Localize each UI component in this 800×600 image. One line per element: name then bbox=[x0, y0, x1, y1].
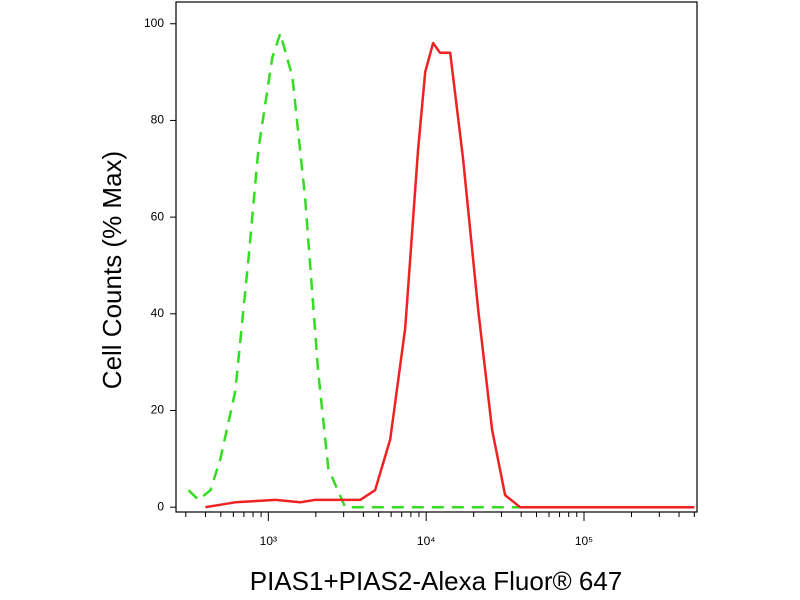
y-tick-label: 80 bbox=[151, 113, 165, 127]
plot-frame bbox=[175, 1, 698, 513]
y-tick-label: 20 bbox=[151, 403, 165, 417]
x-tick-label: 10⁴ bbox=[417, 534, 436, 548]
x-axis-label: PIAS1+PIAS2-Alexa Fluor® 647 bbox=[250, 566, 623, 596]
y-tick-label: 40 bbox=[151, 306, 165, 320]
y-tick-label: 60 bbox=[151, 209, 165, 223]
x-tick-label: 10⁵ bbox=[575, 534, 593, 548]
y-axis-label: Cell Counts (% Max) bbox=[97, 151, 127, 389]
y-tick-label: 100 bbox=[144, 16, 164, 30]
y-tick-label: 0 bbox=[157, 499, 164, 513]
series-line bbox=[205, 41, 695, 509]
series-line bbox=[187, 32, 695, 509]
x-tick-label: 10³ bbox=[260, 534, 277, 548]
